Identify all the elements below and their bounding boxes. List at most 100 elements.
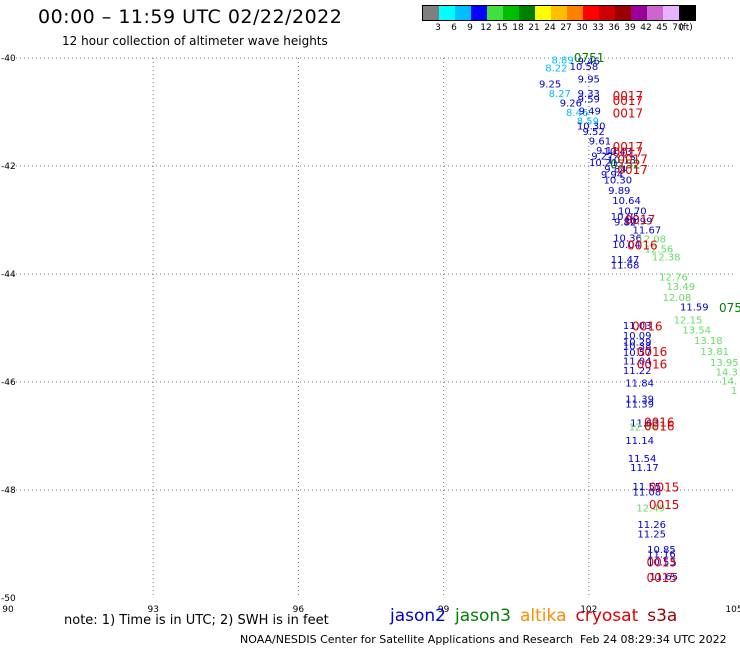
pass-time-label: 0751 <box>574 51 605 65</box>
wave-height-label: 11.47 <box>611 255 640 266</box>
wave-height-label: 10.09 <box>623 331 652 342</box>
pass-time-label: 0016 <box>644 415 675 429</box>
color-scale-label: 6 <box>451 23 457 33</box>
longitude-tick-label: 93 <box>147 605 158 615</box>
longitude-tick-label: 105 <box>725 605 740 615</box>
pass-time-label: 0016 <box>637 345 668 359</box>
pass-time-label: 0016 <box>644 420 675 434</box>
color-swatch <box>471 6 487 20</box>
wave-height-label: 10.64 <box>612 196 641 207</box>
wave-height-label: 11.54 <box>628 454 657 465</box>
wave-height-label: 11.22 <box>623 366 652 377</box>
wave-height-label: 10.70 <box>618 207 647 218</box>
color-scale-label: (ft) <box>679 23 693 33</box>
wave-height-label: 10.04 <box>612 240 641 251</box>
wave-height-label: 10.29 <box>623 337 652 348</box>
wave-height-label: 11.14 <box>625 436 654 447</box>
color-swatch <box>519 6 535 20</box>
latitude-tick-label: -40 <box>1 54 16 64</box>
map-tick-labels: 90 93 96 99 102 105 -40 -42 -44 -46 -48 -50 <box>1 54 740 615</box>
pass-time-label: 0016 <box>637 358 668 372</box>
longitude-tick-label: 96 <box>293 605 305 615</box>
wave-height-label: 12.49 <box>636 504 665 515</box>
color-swatch <box>551 6 567 20</box>
wave-height-label: 13.54 <box>682 325 711 336</box>
color-scale-label: 27 <box>560 23 572 33</box>
color-swatch <box>503 6 519 20</box>
color-swatch <box>599 6 615 20</box>
wave-height-label: 9.27 <box>591 152 613 163</box>
wave-height-label: 9.11 <box>596 146 618 157</box>
color-scale-label: 3 <box>435 23 441 33</box>
satellite-jason2-label: jason2 <box>390 606 446 626</box>
wave-height-label: 12.08 <box>637 235 666 246</box>
wave-height-label: 1 <box>731 386 737 397</box>
color-swatch <box>647 6 663 20</box>
color-swatch <box>535 6 551 20</box>
latitude-tick-label: -48 <box>1 486 16 496</box>
wave-height-label: 9.52 <box>583 127 605 138</box>
map-title: 00:00 – 11:59 UTC 02/22/2022 <box>38 6 343 28</box>
satellite-legend: jason2 jason3 altika cryosat s3a <box>390 606 686 626</box>
wave-height-label: 9.26 <box>560 99 582 110</box>
latitude-tick-label: -44 <box>1 270 16 280</box>
wave-height-label: 10.05 <box>611 212 640 223</box>
wave-height-label: 11.25 <box>637 530 666 541</box>
satellite-s3a-label: s3a <box>647 606 678 626</box>
color-swatch <box>631 6 647 20</box>
wave-height-label: 11.68 <box>611 261 640 272</box>
wave-height-label: 9.95 <box>578 74 600 85</box>
wave-height-label: 12.76 <box>659 272 688 283</box>
wave-height-label: 9.33 <box>578 89 600 100</box>
footer-note: note: 1) Time is in UTC; 2) SWH is in fe… <box>64 613 329 628</box>
wave-height-label: 10.57 <box>623 348 652 359</box>
wave-height-label: 11.16 <box>647 550 676 561</box>
wave-height-label: 8.59 <box>577 116 599 127</box>
pass-time-label: 0017 <box>613 106 644 120</box>
pass-time-label: 0015 <box>646 571 677 585</box>
pass-time-label: 0017 <box>617 163 648 177</box>
pass-time-label: 0017 <box>617 152 648 166</box>
pass-time-label: 0015 <box>646 556 677 570</box>
wave-height-label: 14. <box>721 377 737 388</box>
wave-height-label: 11.17 <box>630 463 659 474</box>
wave-height-label: 11.39 <box>625 395 654 406</box>
color-scale-label: 15 <box>496 23 508 33</box>
wave-height-label: 12.38 <box>652 253 681 264</box>
wave-height-label: 13.81 <box>700 347 729 358</box>
wave-height-label: 13.95 <box>710 358 739 369</box>
color-swatch <box>487 6 503 20</box>
wave-height-label: 9.82 <box>614 217 636 228</box>
latitude-tick-label: -50 <box>1 594 16 604</box>
color-scale-legend: 3 6 9 12 15 18 21 24 27 30 33 36 39 42 45 70 (ft) <box>422 5 696 33</box>
color-swatch <box>455 6 471 20</box>
pass-time-label: 0017 <box>613 140 644 154</box>
color-swatch <box>423 6 439 20</box>
wave-height-label: 11.84 <box>625 378 654 389</box>
color-swatch <box>663 6 679 20</box>
color-swatch <box>567 6 583 20</box>
pass-time-label: 0016 <box>632 320 663 334</box>
wave-height-label: 10.58 <box>570 62 599 73</box>
color-scale-label: 18 <box>512 23 524 33</box>
longitude-tick-label: 99 <box>438 605 450 615</box>
pass-time-labels: 0751075207530017001700170017001700170017… <box>574 51 740 585</box>
pass-time-label: 0017 <box>625 213 656 227</box>
wave-height-label: 11.26 <box>637 520 666 531</box>
wave-height-label: 8.22 <box>545 64 567 75</box>
wave-height-label: 11.59 <box>680 303 709 314</box>
color-scale-label: 45 <box>656 23 668 33</box>
color-swatch <box>583 6 599 20</box>
wave-height-label: 12.64 <box>629 423 658 434</box>
wave-height-label: 8.27 <box>549 89 571 100</box>
pass-time-label: 0016 <box>627 239 658 253</box>
wave-height-label: 10.38 <box>623 342 652 353</box>
satellite-cryosat-label: cryosat <box>575 606 639 626</box>
wave-height-label: 9.89 <box>608 186 630 197</box>
color-scale-label: 39 <box>624 23 636 33</box>
pass-time-label: 0015 <box>649 481 680 495</box>
wave-height-label: 9.94 <box>601 170 623 181</box>
pass-time-label: 0753 <box>719 301 740 315</box>
